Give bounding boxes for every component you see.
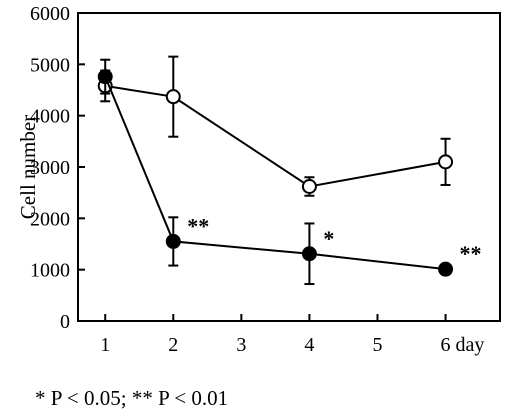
x-tick-label: 4 (304, 334, 314, 356)
x-axis-ticks: 1 2 3 4 5 6 day (100, 314, 484, 356)
y-tick-label: 2000 (30, 208, 70, 230)
series-1-line (105, 84, 446, 188)
y-tick-label: 3000 (30, 157, 70, 179)
annotations-layer: ** *** (187, 213, 481, 266)
significance-marker: ** (187, 213, 209, 238)
significance-marker: * (323, 226, 334, 251)
filled-circle-point (438, 261, 454, 277)
series-2-line (104, 76, 446, 271)
x-tick-label: 3 (236, 334, 246, 356)
x-tick-label: 6 day (441, 334, 485, 356)
y-axis-ticks: 0 1000 2000 3000 4000 5000 6000 (30, 3, 85, 333)
y-tick-label: 4000 (30, 106, 70, 128)
x-tick-label: 5 (372, 334, 382, 356)
open-circle-point (301, 179, 317, 195)
y-tick-label: 0 (60, 311, 70, 333)
significance-footnote: * P < 0.05; ** P < 0.01 (35, 386, 228, 410)
y-tick-label: 1000 (30, 260, 70, 282)
open-circle-point (165, 89, 181, 105)
x-tick-label: 1 (100, 334, 110, 356)
y-tick-label: 5000 (30, 54, 70, 76)
y-axis-label: Cell number (16, 115, 40, 219)
open-circle-point (438, 154, 454, 170)
series-layer (97, 55, 454, 286)
x-tick-label: 2 (168, 334, 178, 356)
filled-circle-point (301, 246, 317, 262)
plot-frame (77, 12, 501, 322)
significance-marker: ** (460, 241, 482, 266)
filled-circle-point (165, 233, 181, 249)
y-tick-label: 6000 (30, 3, 70, 25)
filled-circle-point (97, 69, 113, 85)
